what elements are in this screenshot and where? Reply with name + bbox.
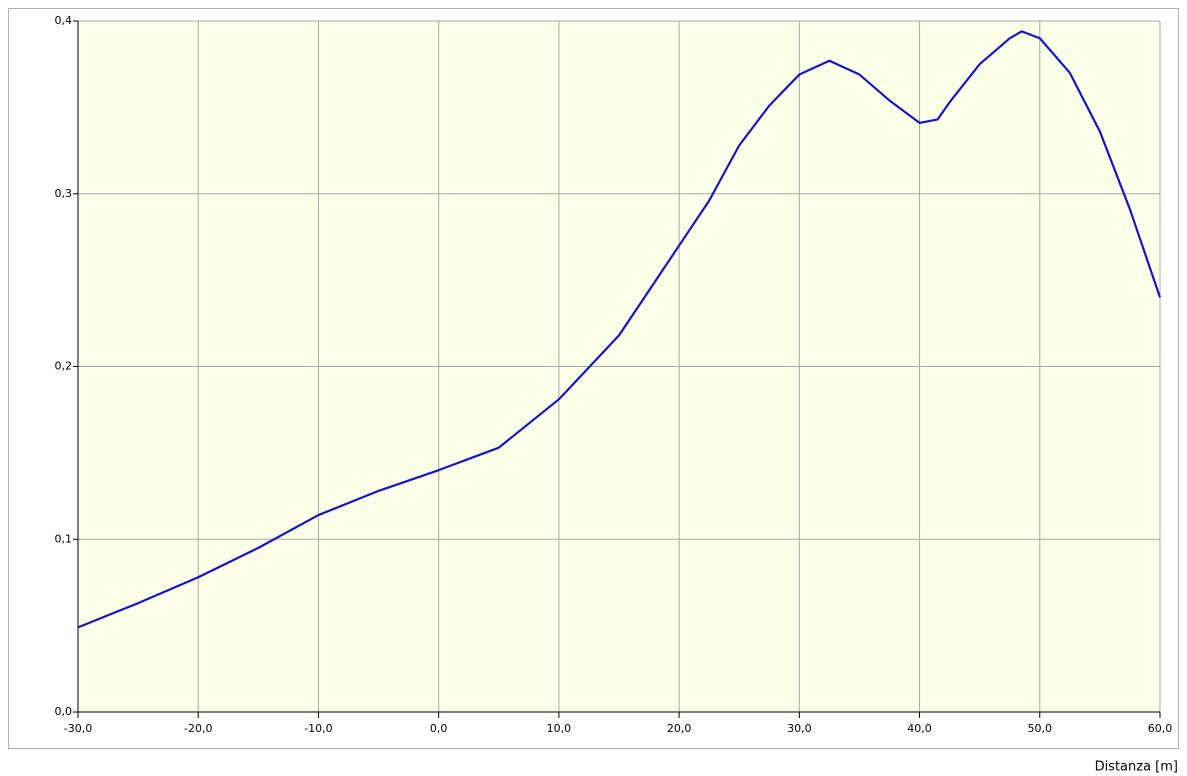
x-tick-label: -20,0: [184, 722, 212, 735]
y-tick-label: 0,0: [55, 705, 73, 718]
x-tick-label: 0,0: [430, 722, 448, 735]
y-tick-label: 0,1: [55, 532, 73, 545]
x-tick-label: 60,0: [1148, 722, 1173, 735]
y-tick-label: 0,2: [55, 360, 73, 373]
x-tick-label: 10,0: [547, 722, 572, 735]
x-tick-label: 30,0: [787, 722, 812, 735]
x-axis-label: Distanza [m]: [1095, 760, 1178, 775]
x-tick-label: 20,0: [667, 722, 692, 735]
data-line: [77, 30, 1162, 629]
x-tick-label: 50,0: [1028, 722, 1053, 735]
y-tick-label: 0,4: [55, 14, 73, 27]
y-tick-label: 0,3: [55, 187, 73, 200]
x-tick-label: -10,0: [304, 722, 332, 735]
x-tick-label: 40,0: [907, 722, 932, 735]
x-tick-label: -30,0: [64, 722, 92, 735]
